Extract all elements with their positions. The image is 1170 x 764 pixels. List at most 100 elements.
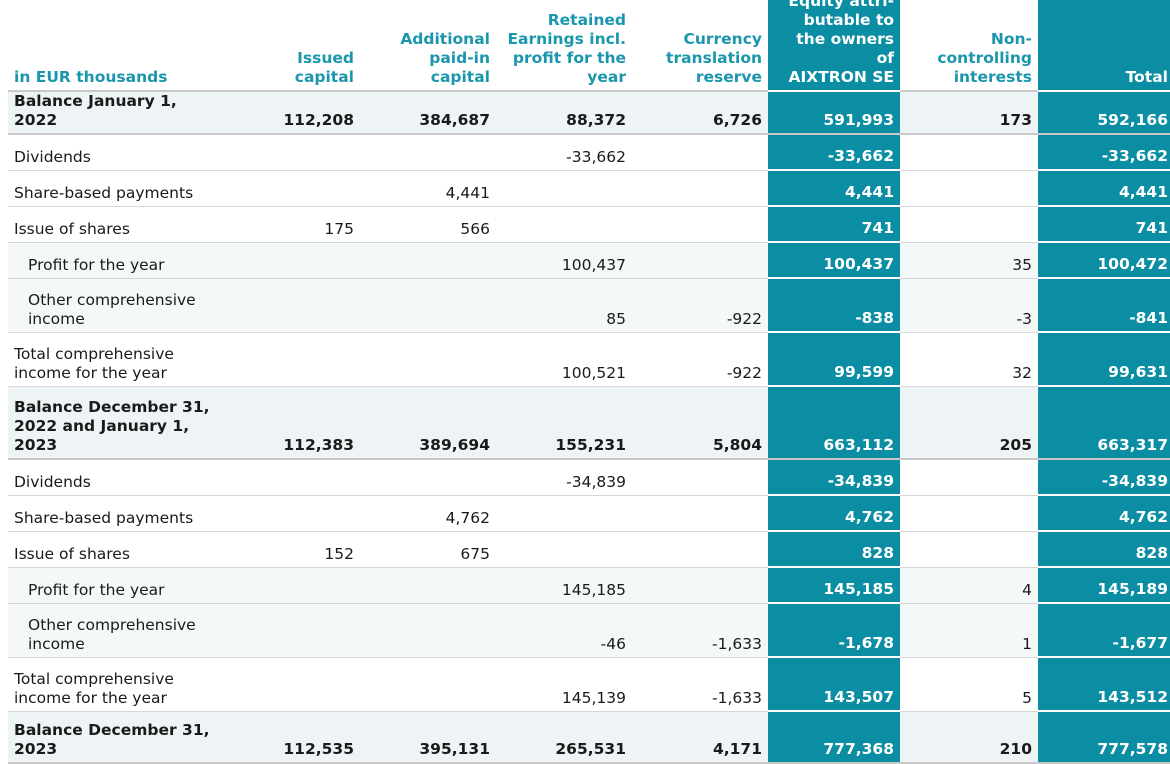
cell-non-controlling-interests (900, 531, 1038, 568)
row-label: Dividends (8, 459, 220, 496)
cell-currency-translation-reserve (632, 170, 768, 207)
cell-additional-paid-in-capital: 566 (360, 206, 496, 243)
cell-total: -1,677 (1038, 603, 1170, 658)
cell-issued-capital: 112,535 (220, 711, 360, 764)
cell-additional-paid-in-capital (360, 332, 496, 387)
header-currency-translation-reserve: Currency translation reserve (632, 0, 768, 92)
cell-issued-capital (220, 332, 360, 387)
row-label: Other comprehensive income (8, 278, 220, 333)
header-unit: in EUR thousands (8, 0, 220, 92)
cell-currency-translation-reserve (632, 134, 768, 171)
cell-issued-capital: 152 (220, 531, 360, 568)
cell-total: 145,189 (1038, 567, 1170, 604)
table-row: Balance December 31, 2022 and January 1,… (8, 386, 1170, 460)
cell-currency-translation-reserve (632, 242, 768, 279)
cell-currency-translation-reserve: 4,171 (632, 711, 768, 764)
table-row: Balance December 31, 2023 112,535 395,131 2… (8, 711, 1170, 764)
cell-retained-earnings: 155,231 (496, 386, 632, 460)
table-row: Total comprehensive income for the year 1… (8, 657, 1170, 712)
cell-additional-paid-in-capital: 4,441 (360, 170, 496, 207)
cell-issued-capital (220, 567, 360, 604)
cell-total: 777,578 (1038, 711, 1170, 764)
header-additional-paid-in-capital: Additional paid-in capital (360, 0, 496, 92)
row-label: Share-based payments (8, 495, 220, 532)
cell-non-controlling-interests: 1 (900, 603, 1038, 658)
cell-issued-capital (220, 134, 360, 171)
cell-additional-paid-in-capital (360, 657, 496, 712)
cell-equity-owners: 777,368 (768, 711, 900, 764)
table-row: Profit for the year 100,437 100,437 35 100,4… (8, 242, 1170, 279)
cell-currency-translation-reserve: -1,633 (632, 657, 768, 712)
cell-additional-paid-in-capital: 4,762 (360, 495, 496, 532)
cell-equity-owners: 828 (768, 531, 900, 568)
cell-retained-earnings: 265,531 (496, 711, 632, 764)
row-label: Total comprehensive income for the year (8, 332, 220, 387)
table-row: Total comprehensive income for the year 1… (8, 332, 1170, 387)
table-body: Balance January 1, 2022 112,208 384,687 88,… (8, 91, 1170, 764)
cell-retained-earnings: 88,372 (496, 91, 632, 135)
row-label: Profit for the year (8, 242, 220, 279)
row-label: Balance December 31, 2023 (8, 711, 220, 764)
cell-total: 663,317 (1038, 386, 1170, 460)
row-label: Issue of shares (8, 206, 220, 243)
cell-additional-paid-in-capital (360, 134, 496, 171)
header-issued-capital: Issued capital (220, 0, 360, 92)
cell-non-controlling-interests (900, 206, 1038, 243)
row-label: Balance January 1, 2022 (8, 91, 220, 135)
cell-additional-paid-in-capital: 384,687 (360, 91, 496, 135)
row-label: Share-based payments (8, 170, 220, 207)
cell-retained-earnings: 85 (496, 278, 632, 333)
cell-additional-paid-in-capital (360, 278, 496, 333)
cell-total: -34,839 (1038, 459, 1170, 496)
header-non-controlling-interests: Non- controlling interests (900, 0, 1038, 92)
cell-currency-translation-reserve (632, 495, 768, 532)
cell-total: -841 (1038, 278, 1170, 333)
cell-non-controlling-interests: 173 (900, 91, 1038, 135)
cell-retained-earnings: 100,521 (496, 332, 632, 387)
cell-equity-owners: 4,762 (768, 495, 900, 532)
cell-currency-translation-reserve: 5,804 (632, 386, 768, 460)
cell-non-controlling-interests (900, 170, 1038, 207)
cell-currency-translation-reserve (632, 206, 768, 243)
cell-currency-translation-reserve: -922 (632, 332, 768, 387)
cell-non-controlling-interests (900, 134, 1038, 171)
cell-non-controlling-interests: 35 (900, 242, 1038, 279)
cell-non-controlling-interests: 5 (900, 657, 1038, 712)
cell-non-controlling-interests: -3 (900, 278, 1038, 333)
row-label: Issue of shares (8, 531, 220, 568)
cell-additional-paid-in-capital (360, 242, 496, 279)
cell-total: 4,441 (1038, 170, 1170, 207)
table-row: Share-based payments 4,441 4,441 4,441 (8, 170, 1170, 207)
cell-equity-owners: 100,437 (768, 242, 900, 279)
cell-retained-earnings: 100,437 (496, 242, 632, 279)
table-header-row: in EUR thousands Issued capital Addition… (8, 0, 1170, 92)
cell-equity-owners: 99,599 (768, 332, 900, 387)
cell-retained-earnings: -34,839 (496, 459, 632, 496)
row-label: Other comprehensive income (8, 603, 220, 658)
cell-currency-translation-reserve (632, 459, 768, 496)
cell-total: 828 (1038, 531, 1170, 568)
cell-issued-capital (220, 170, 360, 207)
cell-total: 100,472 (1038, 242, 1170, 279)
table-row: Issue of shares 175 566 741 741 (8, 206, 1170, 243)
cell-additional-paid-in-capital: 395,131 (360, 711, 496, 764)
cell-issued-capital (220, 459, 360, 496)
cell-non-controlling-interests (900, 459, 1038, 496)
cell-issued-capital (220, 657, 360, 712)
row-label: Dividends (8, 134, 220, 171)
cell-issued-capital: 175 (220, 206, 360, 243)
cell-equity-owners: 4,441 (768, 170, 900, 207)
cell-equity-owners: -34,839 (768, 459, 900, 496)
cell-retained-earnings (496, 531, 632, 568)
cell-additional-paid-in-capital: 675 (360, 531, 496, 568)
cell-additional-paid-in-capital (360, 567, 496, 604)
cell-total: 741 (1038, 206, 1170, 243)
cell-retained-earnings: -33,662 (496, 134, 632, 171)
cell-additional-paid-in-capital (360, 459, 496, 496)
cell-non-controlling-interests: 32 (900, 332, 1038, 387)
cell-equity-owners: 145,185 (768, 567, 900, 604)
cell-total: 4,762 (1038, 495, 1170, 532)
cell-currency-translation-reserve (632, 531, 768, 568)
cell-issued-capital (220, 603, 360, 658)
cell-total: -33,662 (1038, 134, 1170, 171)
